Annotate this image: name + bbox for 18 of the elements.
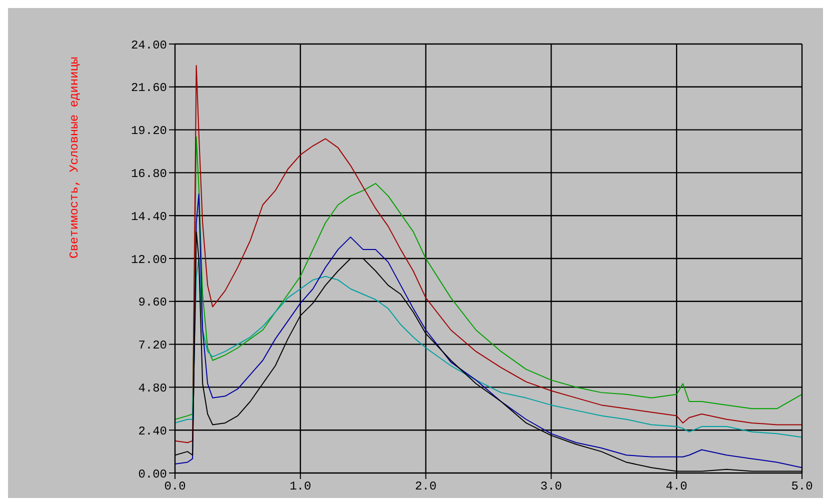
x-tick-label: 2.0 <box>414 480 437 494</box>
y-tick-label: 0.00 <box>138 467 167 482</box>
y-tick-label: 21.60 <box>130 81 167 96</box>
y-tick-label: 4.80 <box>138 381 167 396</box>
y-tick-label: 19.20 <box>130 124 167 138</box>
y-tick-label: 14.40 <box>130 210 167 224</box>
y-tick-label: 2.40 <box>138 424 167 438</box>
x-tick-label: 0.0 <box>164 480 186 494</box>
y-tick-label: 9.60 <box>138 296 167 310</box>
x-tick-label: 5.0 <box>791 480 813 494</box>
y-tick-label: 24.00 <box>130 38 167 52</box>
x-tick-label: 3.0 <box>540 480 562 494</box>
y-tick-label: 16.80 <box>130 166 167 181</box>
y-tick-label: 7.20 <box>138 338 167 353</box>
y-axis-title: Светимость, Условные единицы <box>67 56 82 258</box>
x-tick-label: 1.0 <box>290 480 312 494</box>
y-tick-label: 12.00 <box>130 252 167 267</box>
x-tick-label: 4.0 <box>666 480 688 494</box>
